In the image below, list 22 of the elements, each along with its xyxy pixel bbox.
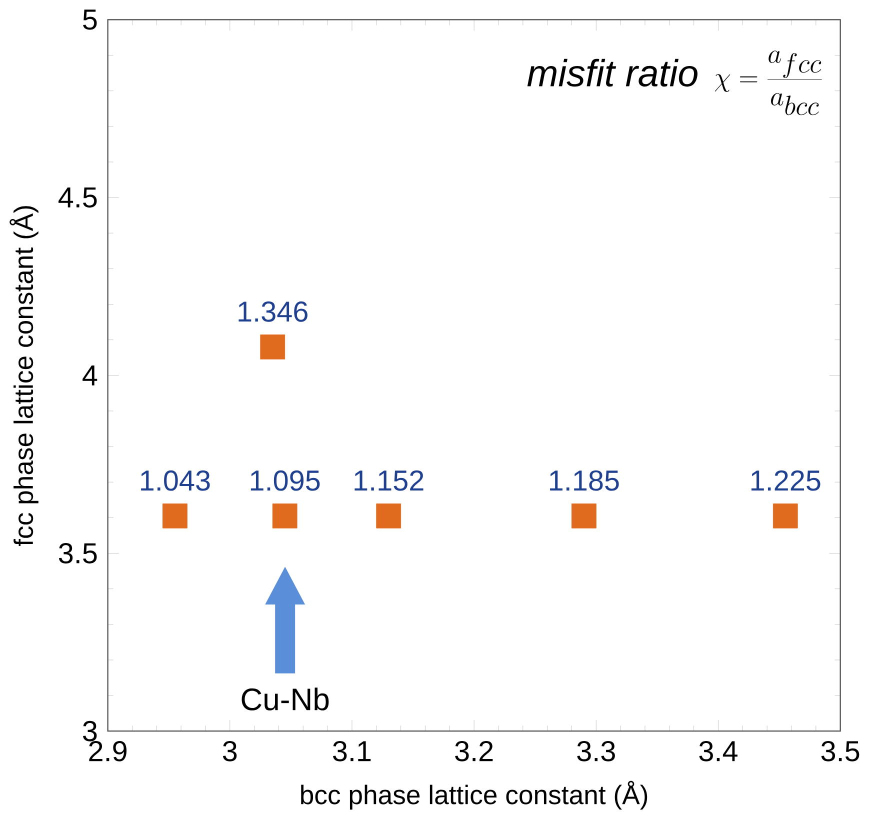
x-tick-label: 3.3 <box>577 740 615 762</box>
y-tick-label: 4 <box>82 365 98 386</box>
x-tick-label: 3.1 <box>333 740 371 762</box>
annotation: Cu-Nb <box>242 688 329 710</box>
text: $\mathit{misfit\ ratio}\;\; \chi = \frac{a_{fcc}}{a_{bcc}}$ <box>527 50 822 116</box>
y-tick-label: 5 <box>83 9 97 30</box>
x-tick-label: 2.9 <box>89 740 127 762</box>
annotation: 1.225 <box>751 470 820 491</box>
annotation: 1.095 <box>250 470 320 491</box>
y-tick-label: 4.5 <box>58 187 97 208</box>
annotation: 1.152 <box>354 470 424 491</box>
x-tick-label: 3 <box>222 740 237 762</box>
annotation: 1.185 <box>550 470 619 491</box>
x-axis-title: bcc phase lattice constant (Å) <box>301 780 648 810</box>
y-axis-title: fcc phase lattice constant (Å) <box>10 206 38 546</box>
x-tick-label: 3.4 <box>699 740 738 762</box>
annotation: 1.043 <box>141 470 210 491</box>
y-tick-label: 3.5 <box>58 542 97 564</box>
x-tick-label: 3.2 <box>455 740 493 762</box>
annotation: 1.346 <box>238 301 308 322</box>
x-tick-label: 3.5 <box>821 740 860 762</box>
y-tick-label: 3 <box>83 720 97 742</box>
